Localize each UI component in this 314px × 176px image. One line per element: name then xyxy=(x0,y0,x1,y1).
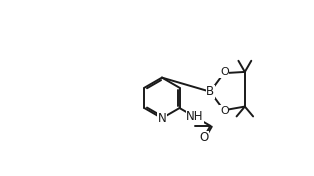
Text: NH: NH xyxy=(186,111,204,123)
Text: O: O xyxy=(220,67,229,77)
Text: B: B xyxy=(206,85,214,98)
Text: N: N xyxy=(158,112,166,125)
Text: O: O xyxy=(199,131,208,144)
Text: O: O xyxy=(220,106,229,116)
